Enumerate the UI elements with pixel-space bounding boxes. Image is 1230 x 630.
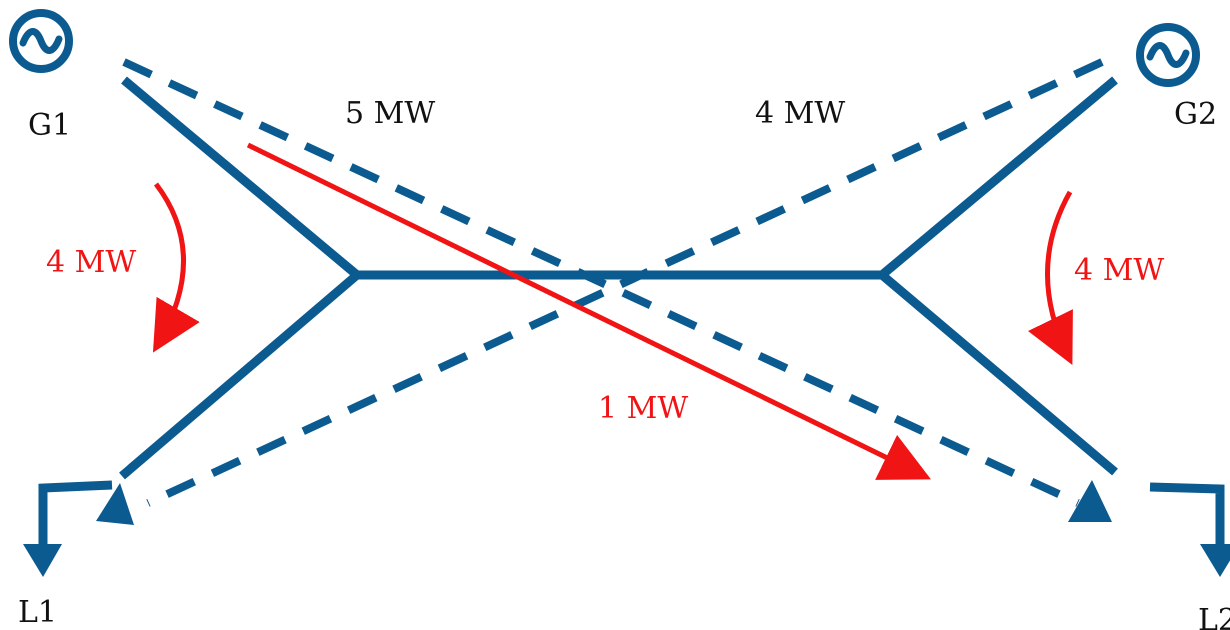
l1-label: L1 — [18, 595, 57, 630]
g2-generator-icon — [1136, 23, 1200, 87]
flow-label-g1-l2: 5 MW — [345, 96, 435, 131]
l1-load-arrow-icon — [23, 480, 113, 577]
g1-label: G1 — [28, 108, 71, 143]
dashed-path-g1-l2 — [122, 58, 1080, 507]
flow-arrow-cross — [246, 142, 931, 480]
arrowhead-l2 — [1068, 480, 1112, 522]
g2-label: G2 — [1174, 97, 1217, 132]
l2-load-arrow-icon — [1149, 482, 1230, 577]
flow-label-g2-l1: 4 MW — [755, 96, 845, 131]
flow-arrow-g2-l2 — [1027, 190, 1073, 365]
arrowhead-l1 — [96, 483, 134, 525]
flow-arrows — [152, 142, 1073, 480]
line-left-junction-l1 — [119, 271, 360, 480]
flow-label-cross: 1 MW — [598, 391, 688, 426]
network-solid-lines — [119, 76, 1118, 480]
line-g2-right-junction — [879, 76, 1118, 279]
line-right-junction-l2 — [879, 271, 1118, 476]
network-dashed-paths — [122, 58, 1104, 507]
flow-label-g1-l1: 4 MW — [46, 245, 136, 280]
flow-arrow-g1-l1 — [152, 182, 200, 353]
dashed-path-g2-l1 — [146, 58, 1104, 507]
l2-label: L2 — [1198, 603, 1230, 630]
line-g1-left-junction — [121, 76, 360, 279]
g1-generator-icon — [9, 9, 73, 73]
flow-label-g2-l2: 4 MW — [1074, 253, 1164, 288]
